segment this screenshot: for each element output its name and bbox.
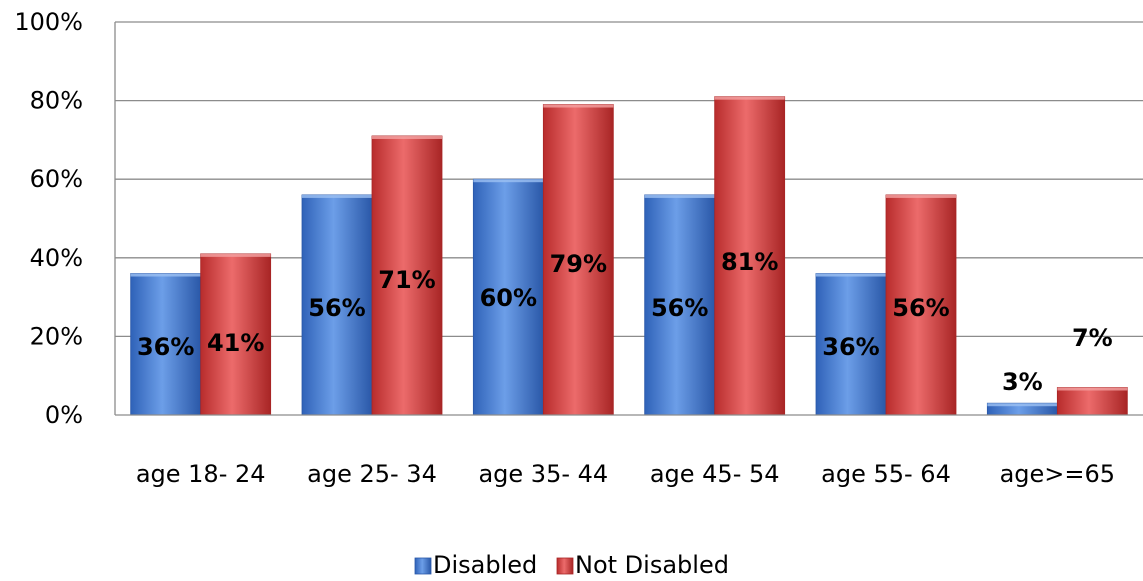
data-label: 60% [480,284,537,312]
bar-not-disabled [714,96,786,416]
y-tick-label: 20% [30,322,83,350]
x-tick-label: age>=65 [1000,460,1115,488]
legend-swatch [556,557,574,575]
bar-top-cap [372,135,442,139]
bar-top-cap [644,194,715,198]
bar-top-cap [130,273,201,277]
legend-label: Not Disabled [575,551,729,579]
legend-label: Disabled [433,551,537,579]
data-label: 71% [378,266,435,294]
bar-top-cap [473,179,544,183]
data-label: 81% [721,248,778,276]
y-tick-label: 40% [30,244,83,272]
x-tick-label: age 55- 64 [821,460,951,488]
y-tick-label: 60% [30,165,83,193]
bar-top-cap [714,96,785,100]
gridlines [115,21,1143,338]
data-label: 7% [1072,324,1113,352]
y-tick-label: 100% [14,8,83,36]
bar-not-disabled [1056,387,1128,416]
data-label: 56% [308,294,365,322]
bars [130,96,1128,416]
x-tick-label: age 18- 24 [136,460,266,488]
bar-not-disabled [885,194,957,416]
data-label: 56% [651,294,708,322]
x-tick-label: age 35- 44 [478,460,608,488]
bar-top-cap [200,253,271,257]
data-label: 79% [550,250,607,278]
x-tick-label: age 25- 34 [307,460,437,488]
bar-top-cap [1057,387,1128,391]
bar-disabled [815,273,887,416]
bar-top-cap [886,194,956,198]
legend-not-disabled: Not Disabled [556,551,729,579]
data-label: 3% [1002,368,1043,396]
data-label: 36% [137,333,194,361]
bar-top-cap [302,194,372,198]
bar-top-cap [543,104,614,108]
data-label: 36% [822,333,879,361]
bar-disabled [644,194,716,416]
y-tick-label: 0% [45,401,83,429]
legend-disabled: Disabled [414,551,537,579]
data-label: 56% [892,294,949,322]
data-labels: 36% 41% 56% 71% 60% 79% 56% 81% 36% 56% 3% 7% [137,248,1113,396]
bar-top-cap [816,273,886,277]
y-tick-label: 80% [30,87,83,115]
data-label: 41% [207,329,264,357]
x-tick-label: age 45- 54 [650,460,780,488]
axes: 0% 20% 40% 60% 80% 100% age 18- 24 age 25- 34 ag… [14,8,1143,488]
legend-swatch [414,557,432,575]
bar-top-cap [987,403,1058,407]
legend: Disabled Not Disabled [414,551,729,579]
bar-disabled [130,273,202,416]
